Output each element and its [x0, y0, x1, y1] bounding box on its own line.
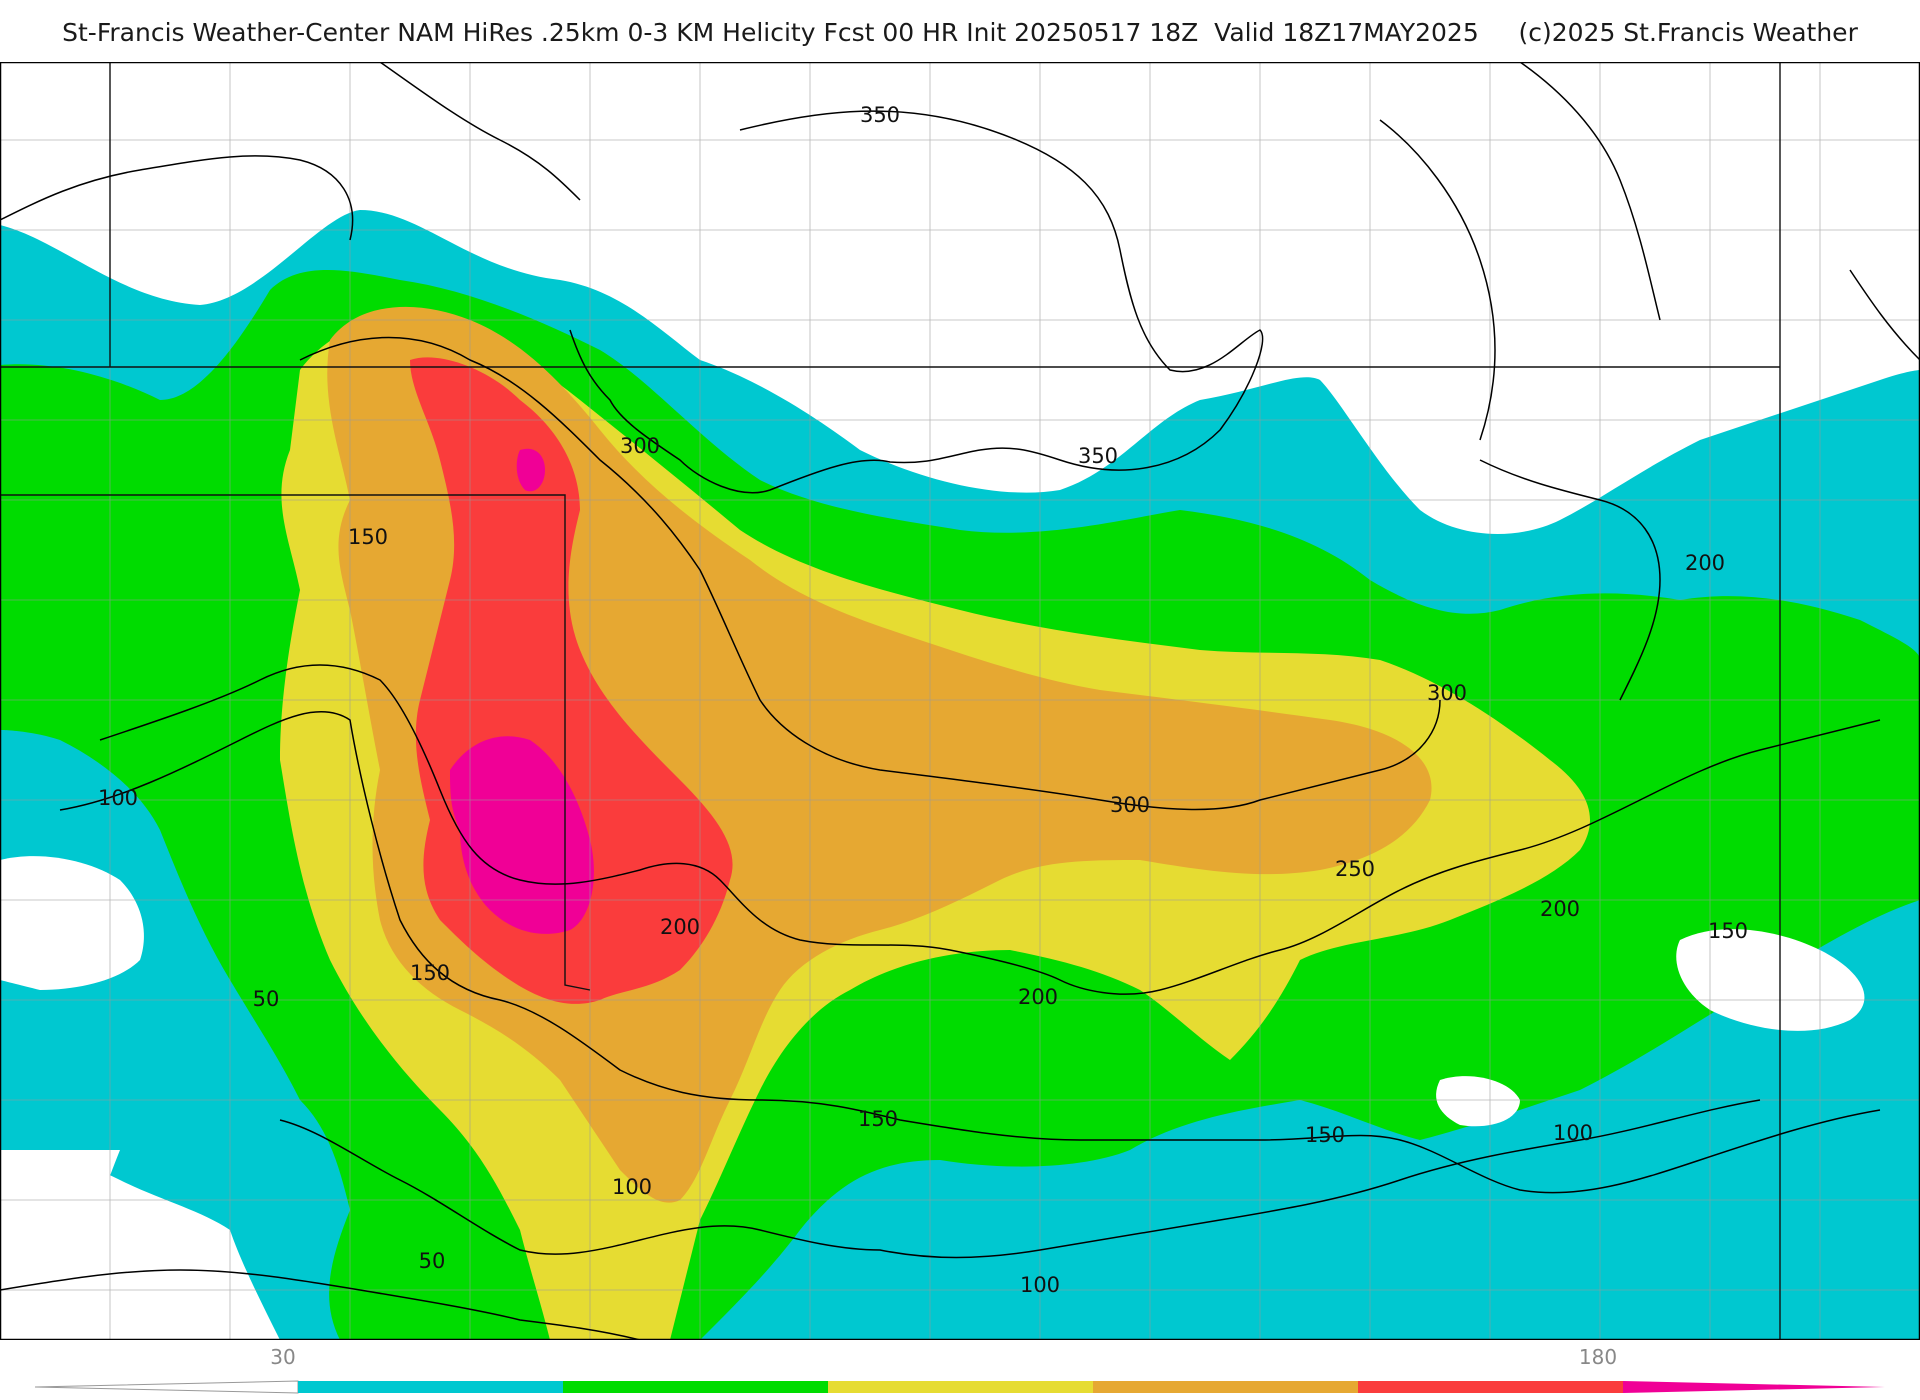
helicity-map: 350 350 300 300 300 250 200 200 200 200 …	[0, 62, 1920, 1340]
legend-tick-label: 30	[270, 1345, 295, 1369]
map-title: St-Francis Weather-Center NAM HiRes .25k…	[62, 18, 1858, 47]
contour-label: 150	[1708, 919, 1748, 943]
legend-swatch-60	[563, 1381, 828, 1393]
contour-label: 100	[98, 786, 138, 810]
contour-label: 300	[620, 434, 660, 458]
contour-label: 200	[1685, 551, 1725, 575]
contour-label: 200	[660, 915, 700, 939]
contour-label: 200	[1018, 985, 1058, 1009]
county-lines	[0, 62, 1920, 1340]
contour-label-group: 350 350 300 300 300 250 200 200 200 200 …	[98, 103, 1748, 1297]
contour-label: 100	[1553, 1121, 1593, 1145]
color-legend: 30 180	[34, 1345, 1885, 1394]
contour-label: 50	[253, 987, 280, 1011]
legend-swatch-90	[828, 1381, 1093, 1393]
contour-label: 150	[858, 1107, 898, 1131]
contour-label: 100	[612, 1175, 652, 1199]
contour-label: 150	[410, 961, 450, 985]
contour-label: 300	[1427, 681, 1467, 705]
state-lines	[0, 62, 1781, 1340]
contour-label: 150	[1305, 1123, 1345, 1147]
contour-label: 250	[1335, 857, 1375, 881]
legend-low-arrow	[34, 1380, 299, 1394]
legend-tick-label: 180	[1579, 1345, 1617, 1369]
legend-high-arrow	[1623, 1381, 1885, 1393]
contour-label: 100	[1020, 1273, 1060, 1297]
contour-label: 350	[1078, 444, 1118, 468]
contour-label: 200	[1540, 897, 1580, 921]
contour-label: 150	[348, 525, 388, 549]
legend-swatch-120	[1093, 1381, 1358, 1393]
contour-label: 350	[860, 103, 900, 127]
contour-lines	[0, 62, 1920, 1340]
legend-swatch-150	[1358, 1381, 1623, 1393]
contour-label: 50	[419, 1249, 446, 1273]
legend-swatch-30	[298, 1381, 563, 1393]
contour-label: 300	[1110, 793, 1150, 817]
